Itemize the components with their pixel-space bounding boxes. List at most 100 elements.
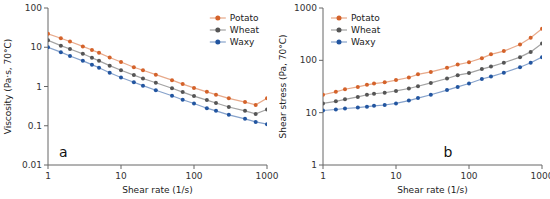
data-point [480, 67, 484, 71]
legend-label: Potato [351, 13, 380, 23]
legend-swatch [215, 16, 220, 21]
plot-area [323, 27, 542, 113]
data-point [518, 43, 522, 47]
data-point [383, 103, 387, 107]
y-tick-label: 1 [311, 160, 317, 170]
data-point [502, 61, 506, 65]
y-tick [44, 47, 48, 48]
data-point [502, 71, 506, 75]
data-point [68, 40, 72, 44]
data-point [445, 76, 449, 80]
plot-area [48, 32, 267, 126]
data-point [356, 95, 360, 99]
data-point [529, 61, 533, 65]
x-axis-line [323, 165, 542, 166]
legend-swatch [215, 40, 220, 45]
data-point [372, 104, 376, 108]
x-tick [267, 165, 268, 169]
data-point [343, 107, 347, 111]
figure: 11010010000.010.1110100Shear rate (1/s)V… [0, 0, 550, 199]
panel: 11010010001101001000Shear rate (1/s)Shea… [278, 3, 550, 195]
data-point [154, 88, 158, 92]
y-tick-label: 10 [306, 108, 318, 118]
x-tick-label: 100 [185, 171, 202, 181]
data-point [365, 83, 369, 87]
data-point [467, 60, 471, 64]
data-point [90, 63, 94, 67]
data-point [48, 38, 50, 42]
data-point [416, 96, 420, 100]
data-point [383, 80, 387, 84]
x-tick [542, 165, 543, 169]
data-point [529, 36, 533, 40]
data-point [205, 98, 209, 102]
data-point [192, 101, 196, 105]
data-point [214, 93, 218, 97]
y-tick [319, 112, 323, 113]
series-line [323, 29, 542, 95]
data-point [394, 89, 398, 93]
data-point [540, 41, 542, 45]
data-point [254, 112, 258, 116]
data-point [119, 60, 123, 64]
data-point [108, 64, 112, 68]
data-point [154, 81, 158, 85]
y-tick [44, 125, 48, 126]
data-point [132, 80, 136, 84]
data-point [416, 72, 420, 76]
x-tick [48, 165, 49, 169]
data-point [489, 65, 493, 69]
data-point [323, 93, 325, 97]
data-point [90, 56, 94, 60]
data-point [181, 90, 185, 94]
data-point [154, 73, 158, 77]
data-point [141, 76, 145, 80]
data-point [334, 90, 338, 94]
y-tick [44, 86, 48, 87]
data-point [227, 113, 231, 117]
data-point [372, 92, 376, 96]
data-point [254, 120, 258, 124]
data-point [214, 101, 218, 105]
y-tick [319, 60, 323, 61]
x-tick [469, 165, 470, 169]
legend-label: Potato [230, 13, 259, 23]
data-point [356, 106, 360, 110]
data-point [529, 50, 533, 54]
data-point [394, 78, 398, 82]
x-axis-label: Shear rate (1/s) [397, 185, 468, 195]
x-axis-label: Shear rate (1/s) [122, 185, 193, 195]
panel: 11010010000.010.1110100Shear rate (1/s)V… [3, 3, 279, 195]
data-point [68, 47, 72, 51]
data-point [445, 88, 449, 92]
data-point [480, 56, 484, 60]
x-tick-label: 100 [460, 171, 477, 181]
data-point [265, 96, 267, 100]
data-point [502, 49, 506, 53]
data-point [323, 101, 325, 105]
legend-swatch [215, 28, 220, 33]
data-point [227, 105, 231, 109]
data-point [214, 109, 218, 113]
series-line [323, 43, 542, 103]
y-tick-label: 0.1 [28, 121, 42, 131]
data-point [192, 94, 196, 98]
data-point [81, 44, 85, 48]
data-point [323, 109, 325, 113]
data-point [192, 86, 196, 90]
y-tick [319, 8, 323, 9]
data-point [170, 86, 174, 90]
series-line [48, 34, 267, 105]
x-tick-label: 10 [390, 171, 402, 181]
y-axis-label: Viscosity (Pa·s, 70°C) [3, 39, 13, 135]
y-tick [44, 8, 48, 9]
y-tick-label: 1 [36, 82, 42, 92]
data-point [383, 91, 387, 95]
legend-swatch [337, 16, 342, 21]
data-point [81, 59, 85, 63]
data-point [456, 63, 460, 67]
y-tick-label: 0.01 [22, 160, 42, 170]
x-tick [396, 165, 397, 169]
x-tick-label: 10 [115, 171, 127, 181]
data-point [243, 100, 247, 104]
